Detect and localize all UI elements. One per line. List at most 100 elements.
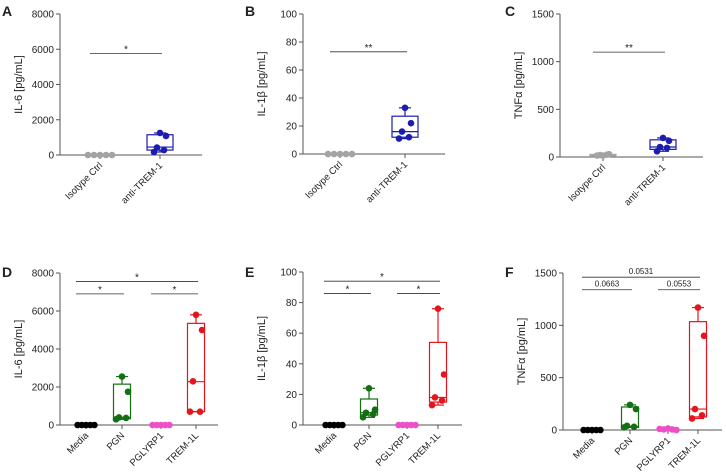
data-point <box>90 151 98 159</box>
y-tick-label: 100 <box>280 10 297 21</box>
y-tick-label: 500 <box>540 373 557 384</box>
data-point <box>694 304 702 311</box>
y-axis-label: IL-1β [pg/mL] <box>256 316 268 381</box>
data-point <box>196 408 204 416</box>
x-tick-label: PGN <box>105 430 127 452</box>
data-point <box>405 133 413 141</box>
data-point <box>339 421 346 429</box>
data-point <box>395 135 403 142</box>
data-point <box>156 129 164 137</box>
group-trem-1l: TREM-1L <box>407 305 448 467</box>
significance-label: 0.0663 <box>595 280 620 289</box>
significance-label: * <box>380 272 384 283</box>
data-point <box>440 371 448 378</box>
y-tick-label: 0 <box>48 421 54 432</box>
data-point <box>336 150 344 158</box>
significance-label: * <box>124 45 128 56</box>
x-tick-label: Isotype Ctrl <box>63 160 105 202</box>
data-point <box>663 144 671 152</box>
data-point <box>166 421 173 429</box>
data-point <box>653 147 661 155</box>
data-point <box>626 401 634 409</box>
y-axis-label: TNFα [pg/mL] <box>516 318 528 385</box>
data-point <box>84 151 92 159</box>
y-tick-label: 20 <box>286 122 298 133</box>
panel-label: E <box>245 264 254 280</box>
group-anti-trem-1: anti-TREM-1 <box>119 129 174 206</box>
y-tick-label: 20 <box>286 390 298 401</box>
significance-label: ** <box>365 43 373 54</box>
group-media: Media <box>571 426 604 461</box>
x-tick-label: TREM-1L <box>165 430 202 467</box>
data-point <box>428 401 436 409</box>
y-tick-label: 8000 <box>32 269 55 280</box>
data-point <box>603 151 611 158</box>
y-tick-label: 80 <box>286 38 298 49</box>
significance-label: * <box>417 284 421 295</box>
panel-label: A <box>2 3 12 19</box>
data-point <box>620 424 628 431</box>
y-tick-label: 0 <box>551 426 557 437</box>
data-point <box>665 137 673 145</box>
y-tick-label: 4000 <box>32 345 55 356</box>
x-tick-label: PGLYRP1 <box>374 430 412 468</box>
data-point <box>162 132 170 140</box>
y-axis-label: IL-6 [pg/mL] <box>13 55 25 114</box>
data-point <box>597 426 604 434</box>
data-point <box>659 134 667 142</box>
x-tick-label: PGN <box>613 435 635 457</box>
y-tick-label: 80 <box>286 298 298 309</box>
y-tick-label: 1500 <box>532 10 555 21</box>
panel-label: C <box>505 3 515 19</box>
x-tick-label: TREM-1L <box>407 430 444 467</box>
group-isotype-ctrl: Isotype Ctrl <box>303 150 356 201</box>
group-trem-1l: TREM-1L <box>667 304 708 472</box>
y-tick-label: 0 <box>548 153 554 164</box>
data-point <box>160 146 168 154</box>
data-point <box>401 104 409 112</box>
x-tick-label: PGLYRP1 <box>635 435 673 473</box>
y-tick-label: 0 <box>291 421 297 432</box>
x-tick-label: TREM-1L <box>667 435 704 472</box>
y-tick-label: 6000 <box>32 45 55 56</box>
data-point <box>118 373 126 380</box>
group-pgn: PGN <box>352 384 379 453</box>
y-tick-label: 60 <box>286 66 298 77</box>
y-tick-label: 1500 <box>535 269 558 280</box>
data-point <box>434 305 442 313</box>
significance-label: * <box>346 284 350 295</box>
data-point <box>91 421 98 429</box>
y-tick-label: 4000 <box>32 80 55 91</box>
data-point <box>198 326 206 334</box>
significance-label: * <box>98 285 102 296</box>
y-tick-label: 0 <box>291 150 297 161</box>
group-media: Media <box>313 421 346 456</box>
data-point <box>431 394 439 401</box>
significance-label: 0.0531 <box>629 267 654 276</box>
group-media: Media <box>65 421 98 457</box>
box <box>428 341 448 403</box>
panel-e: E 0 20 40 60 80 100 IL-1β [pg/mL] Media PGN PGLYRP… <box>245 264 462 469</box>
y-tick-label: 60 <box>286 329 298 340</box>
group-anti-trem-1: anti-TREM-1 <box>364 104 419 205</box>
y-tick-label: 2000 <box>32 383 55 394</box>
data-point <box>398 128 406 135</box>
data-point <box>192 311 200 319</box>
data-point <box>108 151 116 159</box>
data-point <box>630 423 638 431</box>
data-point <box>688 415 696 422</box>
data-point <box>150 148 158 156</box>
data-point <box>112 416 120 423</box>
x-tick-label: Isotype Ctrl <box>303 159 345 201</box>
y-axis-label: IL-6 [pg/mL] <box>13 320 25 379</box>
x-tick-label: Media <box>65 430 92 457</box>
panel-label: F <box>505 264 514 280</box>
data-point <box>102 151 110 159</box>
box <box>391 115 419 138</box>
y-tick-label: 1000 <box>535 321 558 332</box>
data-point <box>438 397 446 404</box>
data-point <box>330 150 338 158</box>
data-point <box>700 332 708 340</box>
panel-d: D 0 2000 4000 6000 8000 IL-6 [pg/mL] Media PGN PG… <box>2 264 218 469</box>
data-point <box>673 426 680 434</box>
